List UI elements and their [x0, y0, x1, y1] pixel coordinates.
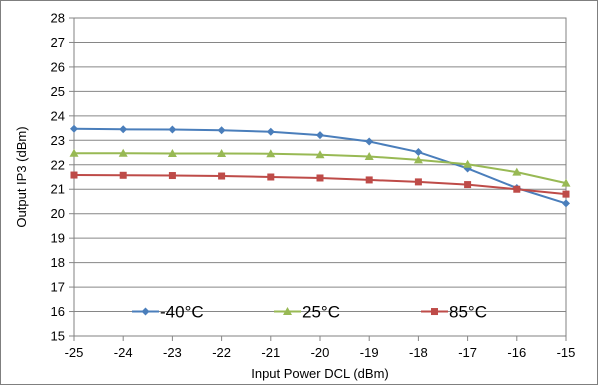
data-point: [217, 126, 226, 135]
data-point: [267, 173, 275, 181]
data-point: [561, 178, 571, 187]
data-point: [562, 190, 570, 198]
data-point: [119, 171, 127, 179]
data-point: [316, 174, 324, 182]
data-point: [266, 127, 275, 136]
legend-marker: [141, 307, 150, 316]
data-point: [266, 149, 276, 158]
x-axis: -25 -24 -23 -22 -21 -20 -19 -18 -17 -16 -15: [65, 336, 576, 360]
y-tick-label: 22: [51, 157, 65, 172]
x-tick-label: -16: [507, 345, 526, 360]
data-point: [118, 148, 128, 157]
x-tick-label: -24: [114, 345, 133, 360]
data-point: [464, 181, 472, 189]
y-tick-label: 26: [51, 59, 65, 74]
data-point: [513, 185, 521, 193]
y-tick-label: 20: [51, 206, 65, 221]
legend: -40°C 25°C 85°C: [132, 303, 487, 322]
y-tick-label: 15: [51, 329, 65, 344]
y-tick-label: 24: [51, 108, 65, 123]
x-tick-label: -22: [212, 345, 231, 360]
x-tick-label: -19: [360, 345, 379, 360]
x-tick-label: -17: [458, 345, 477, 360]
series-2: [69, 148, 571, 187]
y-tick-label: 17: [51, 280, 65, 295]
y-tick-label: 28: [51, 11, 65, 26]
legend-item: -40°C: [132, 303, 204, 322]
x-tick-label: -21: [261, 345, 280, 360]
data-point: [365, 176, 373, 184]
data-point: [168, 125, 177, 134]
y-tick-label: 16: [51, 304, 65, 319]
data-point: [512, 167, 522, 176]
y-tick-label: 23: [51, 133, 65, 148]
x-tick-label: -25: [65, 345, 84, 360]
legend-marker: [283, 307, 292, 316]
y-tick-label: 21: [51, 182, 65, 197]
data-point: [414, 148, 423, 157]
data-point: [119, 125, 128, 134]
data-point: [365, 137, 374, 146]
data-point: [217, 149, 227, 158]
x-axis-title: Input Power DCL (dBm): [251, 366, 389, 381]
data-point: [562, 199, 570, 208]
legend-label: 25°C: [302, 303, 340, 322]
y-tick-label: 19: [51, 231, 65, 246]
data-point: [315, 150, 325, 159]
data-point: [463, 159, 473, 168]
legend-label: -40°C: [160, 303, 204, 322]
data-point: [69, 148, 79, 157]
legend-label: 85°C: [449, 303, 487, 322]
y-axis: 15 16 17 18 19 20 21 22 23 24 25 26 27 28: [51, 11, 74, 344]
y-tick-label: 18: [51, 255, 65, 270]
series-group: [69, 124, 571, 208]
data-point: [167, 149, 177, 158]
data-point: [70, 171, 78, 179]
data-point: [364, 151, 374, 160]
data-point: [218, 172, 226, 180]
legend-marker: [431, 308, 438, 316]
series-3: [70, 171, 570, 198]
legend-item: 85°C: [421, 303, 487, 322]
legend-item: 25°C: [274, 303, 340, 322]
x-tick-label: -18: [409, 345, 428, 360]
data-point: [316, 131, 324, 140]
data-point: [413, 155, 423, 164]
data-point: [70, 124, 78, 133]
data-point: [414, 178, 422, 186]
data-point: [168, 172, 176, 180]
y-tick-label: 27: [51, 35, 65, 50]
y-tick-label: 25: [51, 84, 65, 99]
x-tick-label: -23: [163, 345, 182, 360]
y-axis-title: Output IP3 (dBm): [14, 126, 29, 227]
x-tick-label: -20: [311, 345, 330, 360]
x-tick-label: -15: [557, 345, 576, 360]
